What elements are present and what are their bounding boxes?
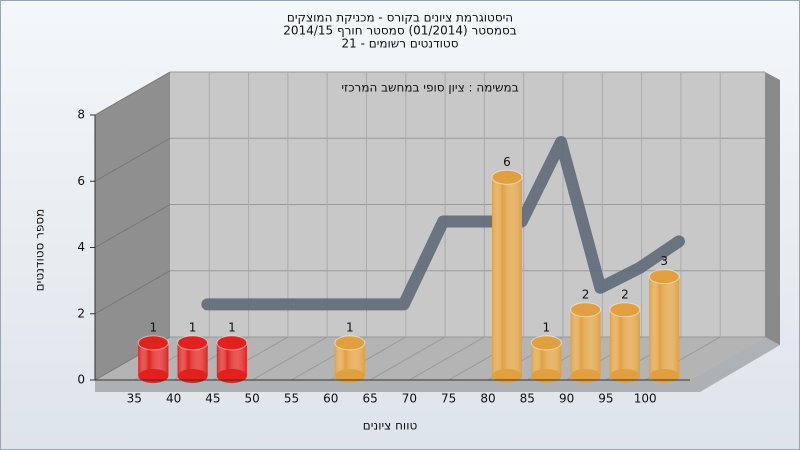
value-label: 2 — [621, 287, 629, 301]
value-label: 6 — [503, 155, 511, 169]
y-axis-label: מספר סטודנטים — [33, 209, 47, 292]
grid-line — [409, 336, 485, 381]
bar — [177, 335, 209, 383]
bar — [137, 335, 169, 383]
bar — [609, 302, 641, 383]
bar-top — [137, 335, 169, 351]
x-tick-label: 70 — [402, 392, 417, 406]
x-tick-label: 45 — [205, 392, 220, 406]
bar-bottom — [334, 369, 365, 383]
x-tick-label: 60 — [323, 392, 338, 406]
grid-line — [251, 336, 328, 381]
value-label: 1 — [542, 320, 550, 334]
bar-shade — [570, 309, 601, 376]
x-tick-label: 35 — [127, 392, 142, 406]
value-label: 3 — [660, 254, 668, 268]
x-tick-label: 85 — [520, 392, 535, 406]
x-tick-label: 80 — [480, 392, 495, 406]
bar-top — [216, 335, 248, 351]
bar-shade — [492, 177, 522, 376]
grid-line — [94, 71, 171, 116]
grid-line — [94, 204, 171, 248]
grid-line — [94, 137, 171, 182]
bar-bottom — [216, 369, 247, 383]
y-tick-label: 4 — [77, 240, 85, 254]
bar — [334, 335, 366, 383]
x-tick-label: 75 — [441, 392, 456, 406]
chart-subtitle: במשימה : ציון סופי במחשב המרכזי — [341, 81, 518, 95]
bar — [570, 302, 602, 383]
bar — [648, 269, 680, 383]
bar-top — [334, 335, 366, 351]
bar-top — [530, 335, 562, 351]
x-tick-label: 100 — [634, 392, 657, 406]
bar — [216, 335, 248, 383]
x-tick-label: 40 — [166, 392, 181, 406]
x-tick-label: 55 — [284, 392, 299, 406]
x-tick-label: 50 — [245, 392, 260, 406]
bar — [491, 169, 523, 383]
x-tick-label: 65 — [362, 392, 377, 406]
bar-shade — [649, 276, 680, 376]
bar-top — [177, 335, 209, 351]
bar-top — [609, 302, 641, 318]
bar-shade — [609, 309, 640, 376]
value-label: 1 — [189, 320, 197, 334]
value-label: 1 — [149, 320, 157, 334]
y-tick-label: 6 — [77, 174, 85, 188]
grid-line — [94, 270, 171, 315]
chart-title: היסטוגרמת ציונים בקורס - מכניקת המוצקים — [287, 11, 513, 25]
bar-bottom — [492, 369, 522, 383]
x-tick-label: 95 — [598, 392, 613, 406]
y-tick-label: 2 — [77, 306, 85, 320]
bar-bottom — [649, 369, 680, 383]
value-label: 1 — [228, 320, 236, 334]
value-label: 1 — [346, 320, 354, 334]
grid-line — [369, 336, 446, 381]
value-label: 2 — [582, 287, 590, 301]
chart-title: בסמסטר (01/2014) סמסטר חורף 2014/15 — [283, 24, 516, 38]
bar-top — [491, 169, 523, 185]
x-tick-label: 90 — [559, 392, 574, 406]
bar-top — [570, 302, 602, 318]
bar-bottom — [570, 369, 601, 383]
bar-bottom — [177, 369, 208, 383]
bar — [530, 335, 562, 383]
y-tick-label: 0 — [77, 373, 85, 387]
trend-ribbon — [201, 136, 685, 311]
chart-title: סטודנטים רשומים - 21 — [341, 37, 458, 51]
x-axis-label: טווח ציונים — [363, 419, 418, 433]
y-tick-label: 8 — [77, 108, 85, 122]
wall-edge — [765, 72, 780, 345]
bar-bottom — [531, 369, 562, 383]
bar-bottom — [609, 369, 640, 383]
floor-edge — [95, 337, 780, 392]
bar-bottom — [138, 369, 169, 383]
bar-top — [648, 269, 680, 285]
